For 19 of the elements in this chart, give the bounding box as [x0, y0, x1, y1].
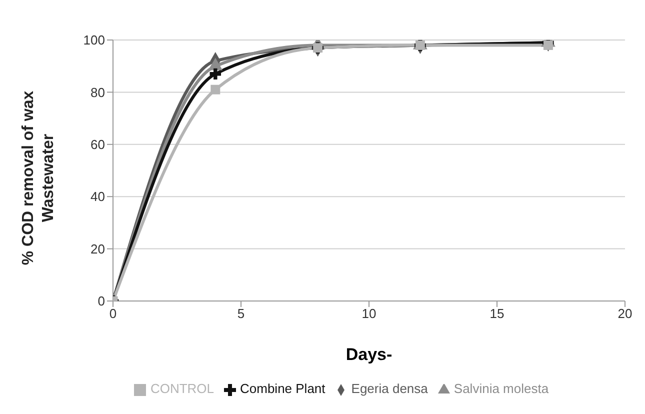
x-tick-label: 0 — [109, 306, 117, 322]
legend-label: Salvinia molesta — [454, 381, 549, 396]
y-tick-label: 80 — [90, 84, 105, 100]
point — [210, 84, 220, 94]
y-axis-title: % COD removal of wax Wastewater — [19, 90, 58, 268]
x-axis-title: Days- — [344, 345, 394, 365]
legend-label: Combine Plant — [240, 381, 326, 396]
x-tick-label: 20 — [618, 306, 632, 322]
y-tick-label: 40 — [90, 189, 105, 204]
x-tick-label: 15 — [490, 306, 504, 322]
y-tick-label: 60 — [90, 137, 105, 152]
y-tick-label: 100 — [83, 32, 105, 48]
y-tick-label: 20 — [90, 241, 105, 256]
legend-label: Egeria densa — [351, 381, 428, 396]
legend-label: CONTROL — [150, 381, 214, 396]
point — [210, 68, 222, 80]
x-tick-label: 10 — [362, 306, 376, 322]
x-tick-label: 5 — [237, 306, 245, 322]
y-tick-label: 0 — [98, 294, 105, 309]
